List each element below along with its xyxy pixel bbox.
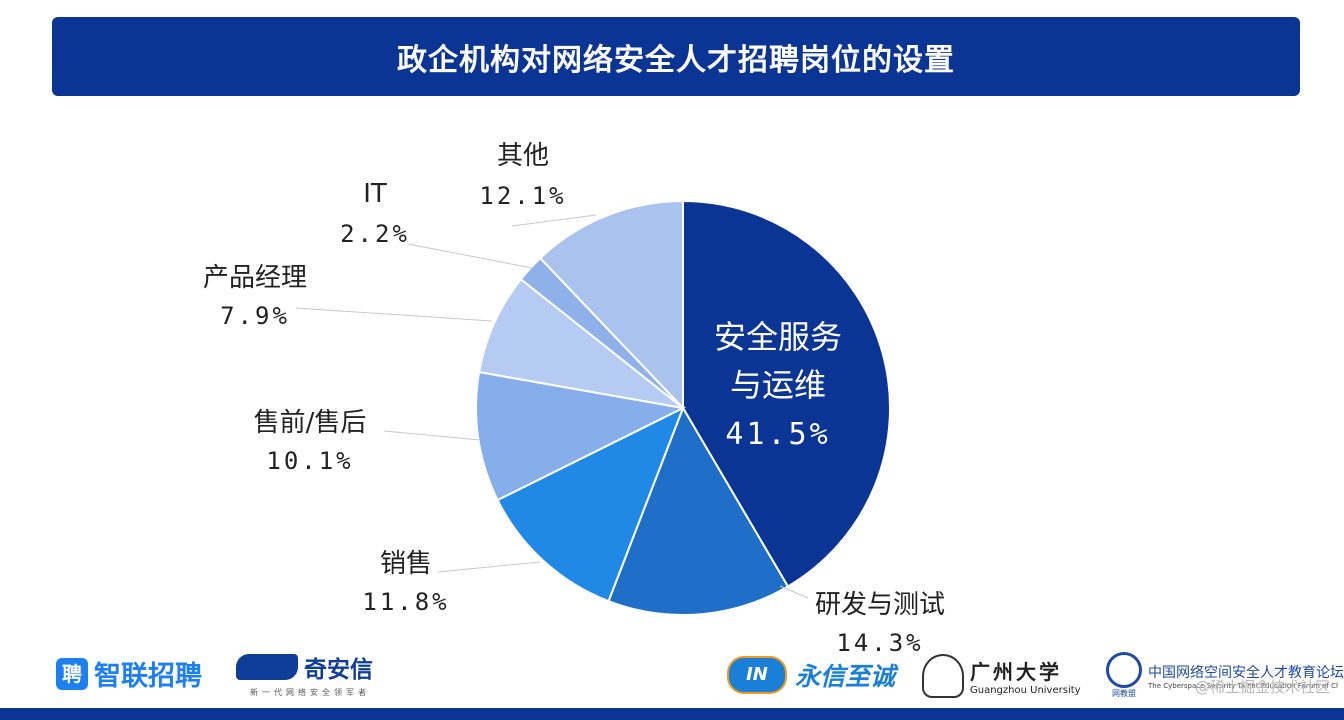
gzhu-emblem-icon (922, 654, 964, 698)
forum-seal-icon (1106, 652, 1142, 688)
leader-line-2 (779, 585, 809, 599)
watermark: @稀土掘金技术社区 (1194, 678, 1330, 696)
pie-slice-1 (682, 199, 891, 588)
gzhu-english-name: Guangzhou University (970, 685, 1081, 696)
slice-label-1-line-2: 与运维 (730, 366, 826, 404)
leader-line-7 (511, 214, 597, 227)
forum-english-name: The Cyberspace Security Talent Education… (1148, 681, 1338, 690)
qianxin-tiger-icon (236, 654, 298, 680)
forum-logo: 网教盟 中国网络空间安全人才教育论坛 The Cyberspace Securi… (1106, 652, 1344, 699)
pie-slice-5 (477, 277, 684, 409)
gzhu-name: 广州大学 (970, 660, 1062, 684)
qianxin-logo: 奇安信 新一代网络安全领军者 (236, 650, 373, 698)
slice-label-2: 研发与测试 (815, 590, 945, 620)
zhaopin-badge-icon: 聘 (56, 657, 88, 690)
leader-line-5 (295, 307, 493, 322)
leader-line-3 (437, 561, 541, 573)
slice-percent-7: 12.1% (479, 182, 566, 210)
slice-percent-3: 11.8% (362, 588, 449, 616)
qianxin-tagline: 新一代网络安全领军者 (250, 688, 370, 697)
leader-line-6 (407, 243, 533, 269)
qianxin-name: 奇安信 (304, 657, 373, 683)
yongxin-name: 永信至诚 (795, 662, 896, 691)
slice-label-5: 产品经理 (203, 263, 307, 293)
slice-label-4: 售前/售后 (254, 408, 367, 438)
pie-slice-7 (538, 199, 684, 411)
slice-percent-2: 14.3% (836, 629, 923, 657)
page-title: 政企机构对网络安全人才招聘岗位的设置 (397, 42, 955, 78)
leader-line-4 (383, 430, 481, 441)
pie-slices (474, 199, 891, 616)
gzhu-logo: 广州大学 Guangzhou University (922, 654, 1081, 698)
title-banner: 政企机构对网络安全人才招聘岗位的设置 (52, 17, 1300, 96)
yongxin-badge-icon: IN (727, 656, 787, 694)
slice-percent-6: 2.2% (340, 220, 410, 248)
zhaopin-logo: 聘 智联招聘 (56, 654, 202, 693)
slice-percent-5: 7.9% (220, 302, 290, 330)
footer-bar (0, 708, 1344, 720)
zhaopin-name: 智联招聘 (94, 661, 202, 692)
slice-label-3: 销售 (380, 549, 432, 579)
slice-percent-4: 10.1% (266, 447, 353, 475)
slice-label-6: IT (363, 179, 387, 209)
pie-slice-2 (607, 405, 790, 616)
slice-label-1-line-1: 安全服务 (714, 318, 842, 356)
leader-lines (295, 214, 809, 599)
forum-name: 中国网络空间安全人才教育论坛 (1148, 664, 1344, 681)
forum-seal-text: 网教盟 (1112, 689, 1136, 698)
slice-label-7: 其他 (497, 141, 549, 171)
pie-slice-4 (474, 370, 687, 502)
pie-slice-3 (496, 405, 685, 603)
yongxin-logo: IN 永信至诚 (727, 656, 895, 694)
slice-percent-1: 41.5% (725, 417, 830, 452)
